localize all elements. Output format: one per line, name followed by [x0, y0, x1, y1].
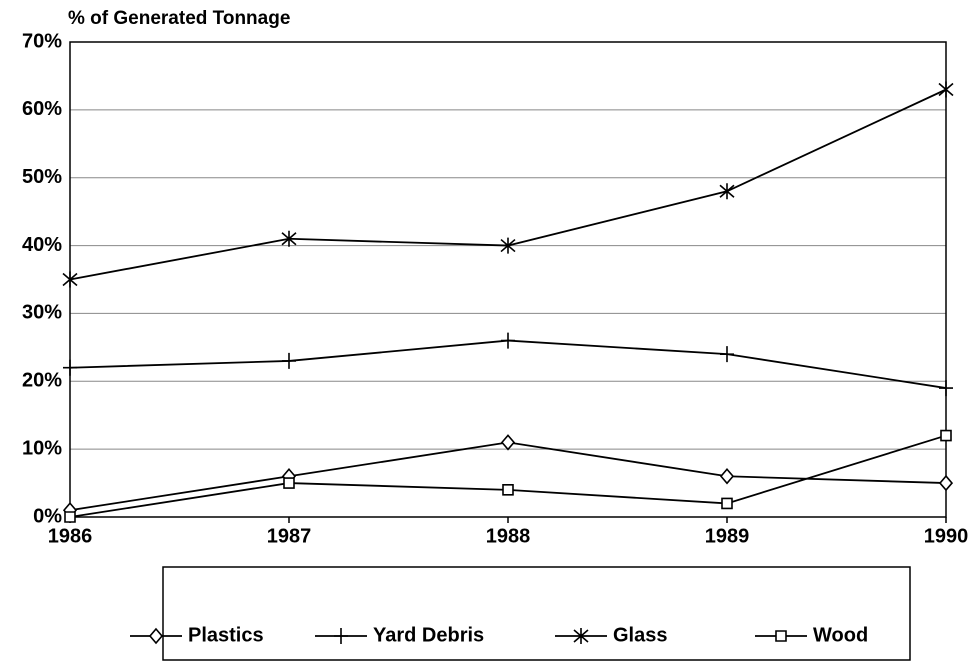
y-tick-label: 0% [33, 505, 62, 527]
data-marker [940, 429, 952, 442]
data-marker [720, 346, 734, 363]
y-tick-label: 60% [22, 98, 62, 120]
x-tick-label: 1989 [705, 525, 750, 547]
data-marker [721, 497, 733, 510]
data-marker [64, 511, 76, 523]
legend-marker [334, 628, 348, 644]
data-marker [63, 359, 77, 376]
y-tick-label: 50% [22, 166, 62, 188]
data-marker [282, 352, 296, 369]
data-marker [719, 183, 735, 200]
legend-marker [573, 628, 589, 644]
legend-label: Plastics [188, 624, 264, 646]
y-tick-label: 10% [22, 437, 62, 459]
data-marker [281, 230, 297, 247]
y-tick-label: 40% [22, 234, 62, 256]
legend-label: Wood [813, 624, 868, 646]
x-tick-label: 1988 [486, 525, 531, 547]
legend-marker [148, 627, 164, 645]
x-tick-label: 1990 [924, 525, 969, 547]
legend-box [162, 566, 911, 661]
y-tick-label: 20% [22, 370, 62, 392]
data-marker [501, 332, 515, 349]
legend-marker [775, 630, 787, 642]
legend-label: Yard Debris [373, 624, 484, 646]
data-marker [719, 468, 735, 485]
y-tick-label: 30% [22, 302, 62, 324]
data-marker [938, 81, 954, 98]
data-marker [502, 484, 514, 496]
data-marker [62, 271, 78, 288]
data-marker [500, 237, 516, 254]
legend-label: Glass [613, 624, 667, 646]
x-tick-label: 1987 [267, 525, 312, 547]
data-marker [938, 474, 954, 492]
y-axis-label: % of Generated Tonnage [68, 8, 290, 29]
data-marker [939, 380, 953, 397]
x-tick-label: 1986 [48, 525, 93, 547]
data-marker [500, 434, 516, 451]
y-tick-label: 70% [22, 30, 62, 52]
data-marker [283, 477, 295, 489]
